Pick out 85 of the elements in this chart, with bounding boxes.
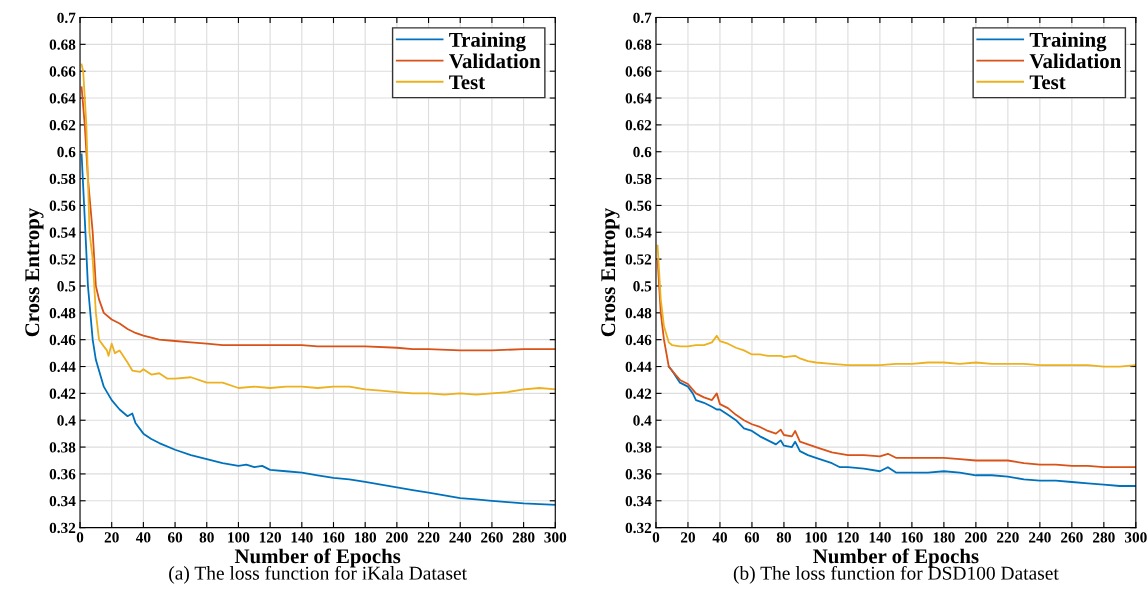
y-tick-label: 0.4 — [633, 415, 652, 426]
y-tick-label: 0.32 — [625, 522, 652, 534]
legend-label: Test — [1029, 75, 1066, 90]
y-tick-label: 0.46 — [625, 334, 652, 346]
x-tick-label: 280 — [512, 532, 535, 543]
x-tick-label: 260 — [1061, 532, 1083, 543]
x-tick-label: 0 — [652, 532, 660, 543]
y-tick-label: 0.42 — [625, 388, 652, 399]
y-tick-label: 0.7 — [633, 12, 652, 23]
y-tick-label: 0.66 — [49, 66, 76, 77]
y-tick-label: 0.56 — [625, 200, 652, 211]
y-tick-label: 0.34 — [49, 495, 76, 507]
x-tick-label: 40 — [135, 532, 151, 543]
y-tick-label: 0.42 — [49, 388, 76, 399]
y-tick-label: 0.46 — [49, 334, 76, 346]
x-tick-label: 200 — [386, 532, 408, 543]
x-tick-label: 200 — [965, 532, 987, 543]
x-tick-label: 300 — [1124, 532, 1147, 543]
x-tick-label: 160 — [901, 532, 923, 543]
y-tick-label: 0.34 — [625, 495, 652, 507]
y-tick-label: 0.68 — [625, 39, 652, 50]
y-tick-label: 0.58 — [49, 173, 76, 185]
y-tick-label: 0.64 — [625, 93, 652, 104]
text: (a) The loss function for iKala Dataset — [169, 565, 467, 584]
y-tick-label: 0.68 — [49, 39, 76, 50]
y-tick-label: 0.32 — [49, 522, 76, 534]
y-tick-label: 0.54 — [49, 227, 76, 238]
x-tick-label: 80 — [199, 532, 214, 543]
legend-label: Test — [449, 75, 486, 90]
y-tick-label: 0.44 — [625, 361, 652, 373]
y-tick-label: 0.6 — [57, 146, 76, 158]
y-tick-label: 0.7 — [57, 12, 76, 23]
y-tick-label: 0.38 — [49, 442, 76, 453]
legend-label: Training — [449, 32, 526, 52]
y-axis-title: Cross Entropy — [601, 208, 620, 337]
x-tick-label: 60 — [167, 532, 183, 543]
x-tick-label: 120 — [259, 532, 281, 543]
x-tick-label: 20 — [680, 532, 696, 543]
x-tick-label: 300 — [544, 532, 567, 543]
y-tick-label: 0.58 — [625, 173, 652, 185]
text: (b) The loss function for DSD100 Dataset — [733, 565, 1059, 584]
x-tick-label: 160 — [323, 532, 345, 543]
y-tick-label: 0.4 — [57, 415, 76, 426]
line-series — [80, 153, 556, 506]
x-tick-label: 100 — [228, 532, 250, 543]
x-tick-label: 240 — [449, 532, 472, 543]
x-tick-label: 260 — [481, 532, 503, 543]
y-axis-title: Cross Entropy — [25, 208, 44, 337]
x-tick-label: 0 — [76, 532, 84, 543]
y-tick-label: 0.48 — [49, 307, 76, 319]
y-tick-label: 0.6 — [633, 146, 652, 158]
x-tick-label: 80 — [776, 532, 791, 543]
y-tick-label: 0.62 — [49, 120, 76, 131]
y-tick-label: 0.5 — [57, 281, 76, 292]
x-tick-label: 180 — [354, 532, 377, 543]
x-tick-label: 100 — [805, 532, 827, 543]
y-tick-label: 0.48 — [625, 307, 652, 319]
y-tick-label: 0.36 — [625, 469, 652, 480]
legend-label: Validation — [1029, 53, 1121, 69]
x-tick-label: 20 — [104, 532, 119, 543]
legend-label: Validation — [449, 53, 541, 69]
y-tick-label: 0.64 — [49, 93, 76, 104]
x-tick-label: 60 — [744, 532, 759, 543]
x-tick-label: 120 — [837, 532, 859, 543]
x-tick-label: 140 — [291, 532, 313, 543]
line-series — [656, 244, 1136, 368]
x-tick-label: 220 — [417, 532, 440, 543]
y-tick-label: 0.62 — [625, 120, 652, 131]
y-tick-label: 0.52 — [49, 254, 76, 265]
y-tick-label: 0.66 — [625, 66, 652, 77]
line-series — [656, 258, 1136, 469]
y-tick-label: 0.36 — [49, 469, 76, 480]
y-tick-label: 0.54 — [625, 227, 652, 238]
y-tick-label: 0.5 — [633, 281, 652, 292]
x-tick-label: 140 — [869, 532, 891, 543]
x-tick-label: 240 — [1029, 532, 1051, 543]
x-tick-label: 280 — [1093, 532, 1115, 543]
y-tick-label: 0.52 — [625, 254, 652, 265]
y-tick-label: 0.56 — [49, 200, 76, 211]
y-tick-label: 0.44 — [49, 361, 76, 373]
x-tick-label: 220 — [997, 532, 1019, 543]
x-tick-label: 180 — [933, 532, 955, 543]
legend-label: Training — [1029, 32, 1107, 52]
x-tick-label: 40 — [712, 532, 728, 543]
y-tick-label: 0.38 — [625, 442, 652, 453]
